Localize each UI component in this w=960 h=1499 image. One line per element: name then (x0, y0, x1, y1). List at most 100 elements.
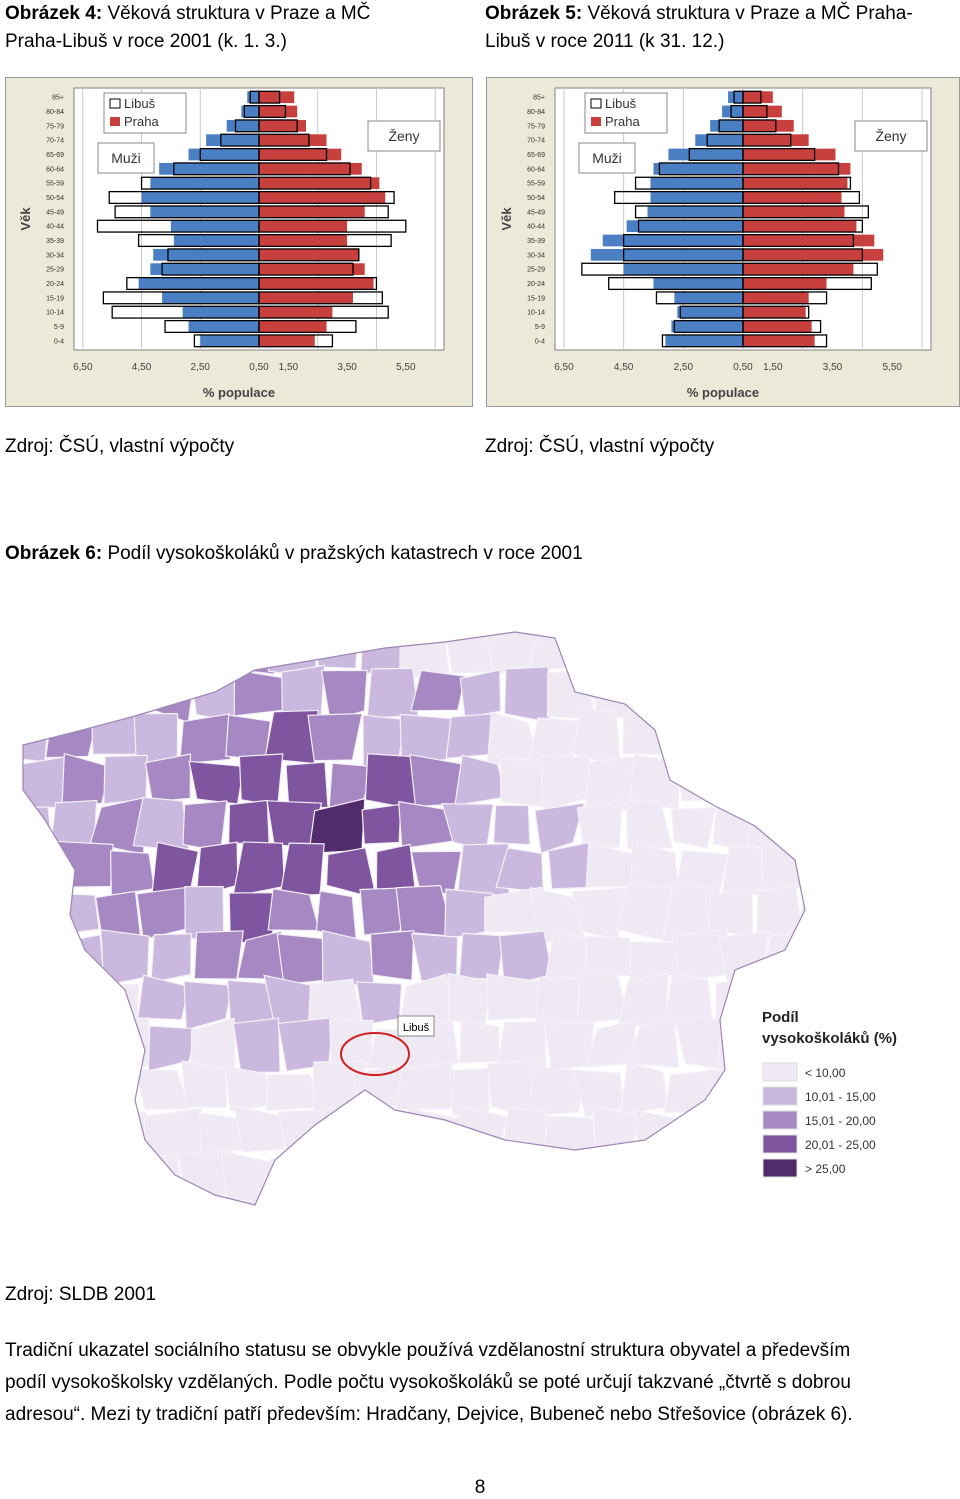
bar-libus-female-14 (742, 291, 828, 305)
bar-libus-female-6 (258, 176, 372, 190)
district (634, 1109, 680, 1161)
bar-praha-female-9 (743, 220, 857, 233)
district (23, 1110, 69, 1164)
district (707, 889, 753, 937)
bar-praha-female-0 (743, 91, 773, 104)
district (704, 632, 762, 669)
y-tick-label: 40-44 (46, 224, 64, 231)
age-pyramid-2011-plot: 85+ 80-84 75-79 70-74 65-69 60-64 55-59 50-54 45… (499, 87, 932, 400)
bar-libus-female-15 (258, 305, 389, 319)
y-tick-label: 10-14 (527, 310, 545, 317)
x-tick-label: 3,50 (823, 362, 843, 373)
fig5-title-line1: Věková struktura v Praze a MČ Praha- (587, 3, 913, 24)
district (276, 933, 326, 985)
x-tick-label: 6,50 (554, 362, 574, 373)
y-tick-label: 5-9 (54, 324, 64, 331)
bar-libus-female-11 (742, 248, 864, 262)
y-tick-label: 35-39 (527, 238, 545, 245)
district (673, 671, 726, 717)
district (23, 1025, 63, 1070)
district (542, 1115, 597, 1161)
district (103, 754, 149, 805)
bar-praha-female-11 (259, 248, 359, 261)
district (225, 714, 272, 761)
district (572, 632, 624, 673)
district (454, 1204, 499, 1205)
district (369, 930, 415, 982)
district (493, 804, 531, 846)
y-tick-label: 70-74 (46, 138, 64, 145)
bar-libus-female-5 (258, 162, 351, 176)
district (356, 1148, 411, 1205)
bar-praha-female-8 (743, 205, 845, 218)
district (23, 1151, 53, 1203)
bar-praha-female-14 (743, 291, 809, 304)
bar-praha-female-12 (259, 263, 365, 276)
bar-libus-female-12 (742, 262, 878, 276)
bar-praha-female-5 (743, 162, 851, 175)
legend-label-2: 15,01 - 20,00 (805, 1114, 876, 1128)
district (815, 755, 860, 804)
y-tick-label: 20-24 (527, 281, 545, 288)
legend-swatch-2 (762, 1110, 798, 1130)
district (628, 665, 686, 715)
fig4-title-line2: Praha-Libuš v roce 2001 (k. 1. 3.) (5, 31, 287, 52)
district (23, 708, 49, 763)
legend-swatch-3 (762, 1134, 798, 1154)
page-number: 8 (474, 1477, 486, 1498)
district (150, 933, 192, 984)
bar-praha-female-11 (743, 248, 884, 261)
bar-libus-female-2 (258, 119, 298, 133)
district (321, 929, 375, 988)
bar-praha-female-6 (259, 177, 380, 190)
district (759, 1197, 805, 1205)
district (576, 799, 624, 851)
y-tick-label: 60-64 (527, 166, 545, 173)
legend-label-libus: Libuš (605, 96, 637, 111)
y-tick-label: 55-59 (527, 181, 545, 188)
district (459, 669, 502, 719)
district (676, 1199, 726, 1205)
y-tick-label: 85+ (52, 95, 64, 102)
district (178, 713, 231, 765)
district (816, 665, 860, 723)
x-tick-label: 5,50 (882, 362, 902, 373)
body-paragraph: Tradiční ukazatel sociálního statusu se … (5, 1335, 955, 1431)
libus-label: Libuš (403, 1022, 430, 1034)
bar-libus-female-4 (258, 147, 328, 162)
district (445, 713, 494, 759)
legend-swatch-libus (590, 98, 602, 109)
bar-praha-female-0 (259, 91, 295, 104)
district (496, 1198, 545, 1205)
district (179, 632, 232, 669)
district (23, 674, 68, 724)
y-tick-label: 80-84 (527, 109, 545, 116)
district (628, 1192, 684, 1205)
bar-praha-female-16 (259, 320, 327, 333)
district (547, 841, 593, 890)
district (616, 884, 673, 941)
district (183, 980, 233, 1031)
district (43, 973, 93, 1029)
bar-praha-female-2 (743, 119, 794, 132)
district (485, 632, 542, 676)
x-tick-label: 2,50 (191, 362, 211, 373)
district (193, 930, 244, 980)
district (228, 799, 270, 846)
bar-praha-male-5 (653, 162, 743, 175)
bar-praha-female-2 (259, 119, 306, 132)
y-tick-label: 70-74 (527, 138, 545, 145)
district (405, 1152, 449, 1204)
district (715, 980, 762, 1030)
district (44, 1156, 97, 1205)
bar-praha-male-1 (722, 105, 743, 118)
y-tick-label: 80-84 (46, 109, 64, 116)
bar-praha-female-3 (743, 134, 809, 147)
bar-libus-female-2 (742, 119, 777, 133)
bar-praha-male-17 (200, 334, 259, 347)
district (89, 1060, 142, 1117)
x-tick-label: 4,50 (132, 362, 152, 373)
bar-praha-male-10 (173, 234, 259, 247)
district (546, 1198, 592, 1205)
district (43, 1065, 102, 1112)
